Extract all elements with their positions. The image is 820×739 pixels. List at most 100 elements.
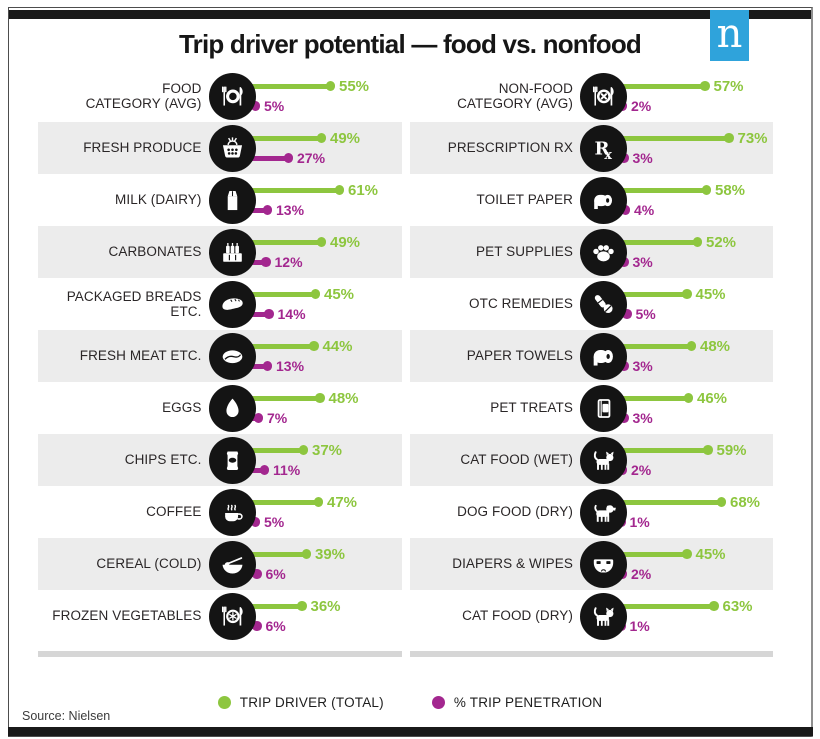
category-label: CHIPS ETC. [124,452,202,468]
trip-driver-bar-line: 61% [249,181,402,199]
meat-icon [208,332,256,380]
category-label: PACKAGED BREADS ETC. [66,288,202,319]
trip-driver-bar-line: 47% [249,493,402,511]
trip-penetration-bar [249,465,269,475]
category-label: NON-FOOD CATEGORY (AVG) [457,80,573,111]
category-label: DIAPERS & WIPES [452,556,573,572]
category-row: PAPER TOWELS 48% 3% [409,330,773,382]
bar-group: 47% 5% [249,493,402,530]
bar-group: 49% 27% [249,130,402,166]
trip-driver-value: 59% [716,441,747,459]
trip-driver-bar-line: 59% [621,441,773,459]
bar-group: 55% 5% [249,78,402,114]
trip-driver-value: 49% [330,233,361,251]
trip-driver-bar [249,497,323,507]
trip-penetration-bar-line: 13% [249,202,402,218]
trip-driver-value: 73% [737,129,768,147]
legend-label-trip-driver: TRIP DRIVER (TOTAL) [239,695,384,710]
bar-group: 48% 3% [619,338,773,374]
dog-icon [580,488,627,536]
trip-penetration-bar-line: 13% [249,358,402,374]
trip-driver-bar [621,601,718,611]
infographic-frame: n Trip driver potential — food vs. nonfo… [8,7,813,737]
trip-penetration-bar-line: 27% [249,150,402,166]
bar-group: 61% 13% [249,181,402,218]
trip-driver-bar-line: 44% [249,338,402,355]
cat-icon [580,592,627,640]
trip-penetration-value: 6% [265,566,286,582]
trip-driver-bar [249,393,325,403]
trip-penetration-bar-line: 14% [249,306,402,322]
trip-penetration-bar-line: 2% [617,462,773,478]
trip-driver-bar-line: 58% [621,182,773,199]
trip-driver-bar-line: 49% [249,130,402,147]
bar-group: 46% 3% [619,390,773,426]
category-row: PET TREATS 46% 3% [410,382,774,434]
trip-penetration-bar-line: 3% [619,358,773,374]
bar-group: 63% 1% [617,598,773,634]
trip-driver-bar-line: 48% [621,338,773,355]
top-accent-bar [9,10,811,19]
category-label: DOG FOOD (DRY) [457,504,573,520]
trip-driver-bar-line: 36% [249,597,402,615]
category-label: CAT FOOD (DRY) [462,608,573,624]
trip-driver-bar-line: 46% [621,390,773,407]
trip-penetration-bar [249,569,262,579]
cat-icon [580,436,627,484]
trip-driver-bar [621,133,733,143]
trip-driver-bar [249,341,319,351]
trip-driver-bar [249,237,326,247]
trip-driver-bar-line: 48% [249,389,402,407]
trip-penetration-bar-line: 1% [617,514,773,530]
category-label: PAPER TOWELS [466,348,573,364]
trip-penetration-value: 1% [629,618,650,634]
nielsen-logo-letter: n [716,10,743,57]
trip-driver-bar [621,549,691,559]
column-baseline [38,651,402,657]
trip-penetration-value: 12% [274,254,303,270]
trip-penetration-bar-line: 3% [619,410,773,426]
category-row: FOOD CATEGORY (AVG) 55% 5% [38,70,402,122]
category-label: CEREAL (COLD) [96,556,202,572]
milk-carton-icon [208,176,256,224]
trip-driver-value: 45% [695,285,726,303]
trip-penetration-bar-line: 3% [619,150,773,166]
trip-penetration-dot-icon [431,696,445,709]
legend-item-trip-penetration: % TRIP PENETRATION [431,695,602,710]
trip-penetration-value: 3% [632,358,653,374]
bar-group: 59% 2% [617,441,773,478]
category-label: FRESH MEAT ETC. [79,348,202,364]
category-label: MILK (DAIRY) [115,192,202,208]
trip-driver-value: 45% [695,545,726,563]
category-row: FROZEN VEGETABLES 36% 6% [38,590,402,642]
category-row: TOILET PAPER 58% 4% [410,174,774,226]
trip-driver-value: 61% [348,181,379,199]
trip-penetration-bar [249,621,262,631]
toilet-roll-icon [580,176,627,224]
trip-penetration-value: 3% [632,150,653,166]
plate-utensils-icon [208,72,256,120]
trip-penetration-bar-line: 5% [249,98,402,114]
category-row: MILK (DAIRY) 61% 13% [38,174,402,226]
trip-driver-value: 47% [327,493,358,511]
bar-group: 39% 6% [249,545,402,582]
towel-roll-icon [580,332,627,380]
trip-driver-bar-line: 49% [249,233,402,251]
trip-penetration-bar-line: 1% [617,618,773,634]
bar-group: 58% 4% [620,182,773,218]
trip-penetration-bar [249,309,274,319]
legend-item-trip-driver: TRIP DRIVER (TOTAL) [217,695,384,710]
trip-penetration-bar [249,257,271,267]
trip-driver-value: 48% [328,389,359,407]
trip-driver-value: 36% [310,597,341,615]
bar-group: 37% 11% [249,442,402,478]
trip-driver-bar [621,237,702,247]
bar-group: 49% 12% [249,233,402,270]
trip-penetration-value: 2% [631,462,652,478]
category-row: CHIPS ETC. 37% 11% [38,434,402,486]
category-label: COFFEE [146,504,202,520]
trip-penetration-bar-line: 4% [620,202,773,218]
trip-driver-value: 39% [315,545,346,563]
diaper-icon [580,540,627,588]
